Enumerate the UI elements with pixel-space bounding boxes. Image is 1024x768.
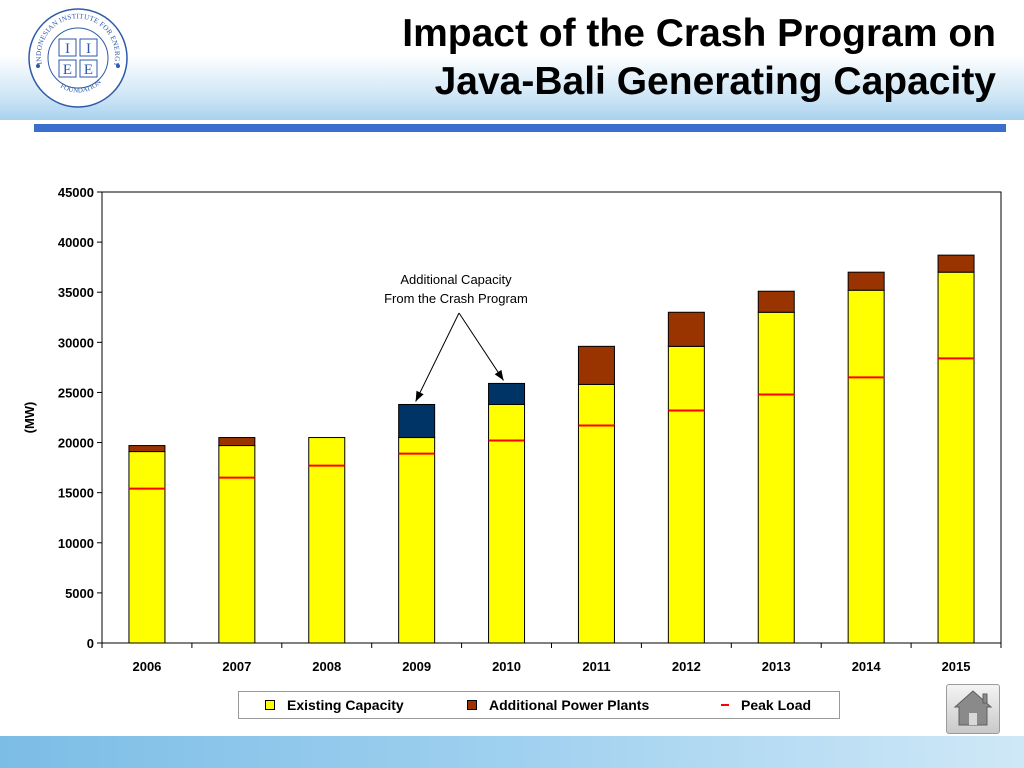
x-tick-label: 2009 bbox=[402, 659, 431, 674]
bar-segment-2006-series-0 bbox=[128, 451, 166, 644]
bar-segment-2008-series-0 bbox=[308, 437, 346, 644]
bar-segment-2010-series-2 bbox=[488, 382, 526, 405]
x-tick-label: 2010 bbox=[492, 659, 521, 674]
institute-logo: INDONESIAN INSTITUTE FOR ENERGY ECONOMIC… bbox=[26, 6, 128, 108]
bar-segment-2012-series-0 bbox=[667, 345, 705, 644]
annotation-line2: From the Crash Program bbox=[384, 291, 528, 306]
bar-segment-2011-series-1 bbox=[577, 345, 615, 385]
plot-area-frame bbox=[101, 191, 1002, 644]
bar-segment-2014-series-1 bbox=[847, 271, 885, 291]
legend-label-peak: Peak Load bbox=[741, 697, 812, 713]
footer-band bbox=[0, 736, 1024, 768]
annotation-line1: Additional Capacity bbox=[400, 272, 512, 287]
chart-legend: Existing Capacity Additional Power Plant… bbox=[238, 691, 840, 719]
bar-segment-2009-series-2 bbox=[398, 403, 436, 439]
legend-swatch-peak bbox=[721, 704, 729, 707]
y-tick-label: 20000 bbox=[58, 436, 94, 451]
slide-title-line1: Impact of the Crash Program on bbox=[402, 12, 996, 55]
annotation-arrowhead-2009 bbox=[415, 390, 424, 402]
slide-title: Impact of the Crash Program on Java-Bali… bbox=[236, 10, 996, 106]
y-tick-label: 35000 bbox=[58, 285, 94, 300]
legend-item-peak: Peak Load bbox=[721, 697, 811, 713]
bar-segment-2006-series-1 bbox=[128, 445, 166, 453]
capacity-chart: (MW) 0 5000 10000 15000 20000 25000 30000 35000… bbox=[22, 185, 1002, 674]
legend-label-existing: Existing Capacity bbox=[287, 697, 404, 713]
bar-segment-2015-series-0 bbox=[937, 271, 975, 644]
logo-letter: I bbox=[65, 41, 70, 57]
y-tick-label: 15000 bbox=[58, 486, 94, 501]
title-underline-bar bbox=[34, 124, 1006, 132]
bar-segment-2014-series-0 bbox=[847, 289, 885, 644]
y-tick-label: 30000 bbox=[58, 335, 94, 350]
y-tick-label: 45000 bbox=[58, 185, 94, 200]
y-tick-label: 5000 bbox=[65, 586, 94, 601]
bar-segment-2012-series-1 bbox=[667, 311, 705, 347]
slide-title-line2: Java-Bali Generating Capacity bbox=[434, 60, 996, 103]
bar-segment-2011-series-0 bbox=[577, 383, 615, 644]
logo-letter: E bbox=[63, 62, 72, 78]
y-tick-label: 25000 bbox=[58, 385, 94, 400]
y-axis-label: (MW) bbox=[22, 402, 37, 434]
x-tick-label: 2007 bbox=[222, 659, 251, 674]
x-tick-label: 2012 bbox=[672, 659, 701, 674]
legend-swatch-existing bbox=[265, 700, 275, 711]
logo-letter: E bbox=[84, 62, 93, 78]
x-tick-label: 2011 bbox=[582, 659, 610, 674]
y-tick-label: 0 bbox=[87, 636, 94, 651]
y-tick-label: 40000 bbox=[58, 235, 94, 250]
legend-label-additional: Additional Power Plants bbox=[489, 697, 650, 713]
legend-swatch-additional bbox=[467, 700, 477, 711]
annotation-arrow-2010 bbox=[458, 312, 504, 381]
home-button[interactable] bbox=[946, 684, 1000, 734]
x-tick-label: 2013 bbox=[762, 659, 791, 674]
x-tick-label: 2008 bbox=[312, 659, 341, 674]
bar-segment-2007-series-1 bbox=[218, 437, 256, 447]
bar-segment-2007-series-0 bbox=[218, 445, 256, 644]
bar-segment-2009-series-0 bbox=[398, 437, 436, 644]
bar-segment-2013-series-1 bbox=[757, 290, 795, 313]
legend-item-existing: Existing Capacity bbox=[265, 697, 404, 713]
x-tick-label: 2015 bbox=[942, 659, 971, 674]
header-band bbox=[0, 0, 1024, 120]
legend-item-additional: Additional Power Plants bbox=[467, 697, 649, 713]
annotation-arrow-2009 bbox=[415, 312, 460, 402]
bar-segment-2015-series-1 bbox=[937, 254, 975, 273]
y-tick-label: 10000 bbox=[58, 536, 94, 551]
logo-letter: I bbox=[86, 41, 91, 57]
bar-segment-2013-series-0 bbox=[757, 311, 795, 644]
x-tick-label: 2006 bbox=[132, 659, 161, 674]
home-icon bbox=[953, 690, 993, 726]
x-tick-label: 2014 bbox=[852, 659, 882, 674]
annotation-arrowhead-2010 bbox=[494, 369, 504, 381]
